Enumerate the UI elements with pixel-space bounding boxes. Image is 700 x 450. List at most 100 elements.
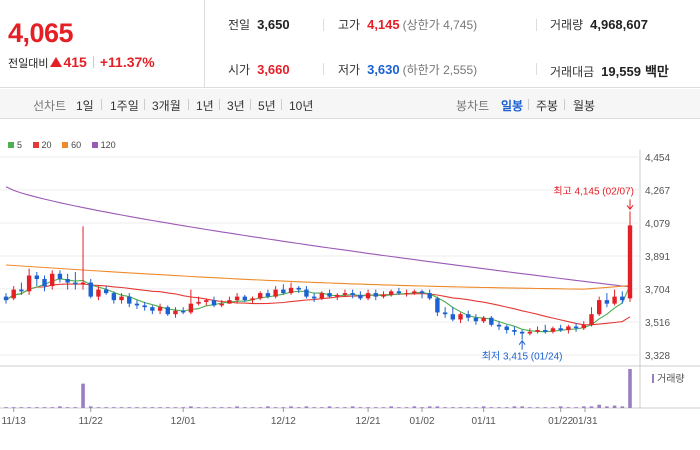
current-price: 4,065 <box>8 18 74 48</box>
candle-body <box>604 300 610 304</box>
volume-bar <box>397 407 401 408</box>
candle-body <box>466 314 471 318</box>
candle-body <box>358 294 363 299</box>
volume-bar <box>58 406 62 408</box>
y-tick-label: 3,704 <box>645 285 670 296</box>
candle-body <box>119 296 124 301</box>
volume-bar <box>597 404 601 408</box>
volume-label: 거래량 <box>657 373 685 385</box>
candle-body <box>73 282 78 285</box>
candle-body <box>150 307 155 311</box>
candle-body <box>180 310 186 313</box>
candle-body <box>234 296 240 301</box>
current-price-box: 4,065 전일대비 415 +11.37% <box>0 0 205 88</box>
period-3y[interactable]: 3년 <box>227 99 245 113</box>
high-value: 4,145 <box>367 17 400 32</box>
candle-body <box>134 303 140 306</box>
candle-body <box>211 300 217 306</box>
candle-body <box>581 324 586 329</box>
candle-body <box>350 293 355 295</box>
candle-body <box>596 300 602 315</box>
change-percent: +11.37% <box>99 54 155 70</box>
moving-average-lines <box>5 186 631 333</box>
volume-bar <box>204 407 209 408</box>
candle-weekly[interactable]: 주봉 <box>536 99 559 113</box>
candle-body <box>427 293 432 299</box>
volume-bar <box>343 407 347 408</box>
volume-bar <box>127 407 132 408</box>
volume-bar <box>189 406 193 408</box>
volume: 거래량 4,968,607 <box>550 16 648 33</box>
volume-bar <box>589 406 594 408</box>
legend-ma120: 120 <box>91 140 116 150</box>
period-1d[interactable]: 1일 <box>76 99 94 113</box>
legend-ma20: 20 <box>32 140 52 150</box>
candle-body <box>57 273 63 280</box>
x-tick-label: 12/12 <box>271 416 296 427</box>
candle-body <box>412 291 417 294</box>
volume-bar <box>135 407 139 408</box>
candle-body <box>50 273 55 287</box>
amount-value: 19,559 <box>601 64 641 79</box>
candle-body <box>620 296 625 301</box>
ma60-line <box>5 264 631 290</box>
period-3m[interactable]: 3개월 <box>152 99 181 113</box>
candle-body <box>34 275 40 280</box>
volume-bar <box>420 407 424 408</box>
volume-bar <box>181 407 185 408</box>
period-10y[interactable]: 10년 <box>289 99 314 113</box>
up-arrow-icon <box>50 57 63 67</box>
volume-bar <box>489 407 494 408</box>
amount-unit: 백만 <box>644 64 669 79</box>
volume-bar <box>535 407 540 408</box>
candle-chart-label: 봉차트 <box>456 99 490 113</box>
volume-bar <box>281 407 286 408</box>
volume-bar <box>119 407 124 408</box>
period-5y[interactable]: 5년 <box>258 99 276 113</box>
volume-bar <box>381 407 386 408</box>
candle-daily[interactable]: 일봉 <box>501 99 524 113</box>
x-tick-label: 01/02 <box>409 416 434 427</box>
volume-bar <box>543 407 548 408</box>
volume-bar <box>412 406 417 408</box>
candle-body <box>258 293 263 299</box>
x-tick-label: 01/22 <box>548 416 573 427</box>
candle-body <box>127 296 132 304</box>
low-label: 저가 <box>338 63 361 77</box>
candle-monthly[interactable]: 월봉 <box>573 99 596 113</box>
y-tick-label: 3,891 <box>645 252 670 263</box>
volume-bar <box>142 407 147 408</box>
volume-bar <box>42 407 47 408</box>
candle-body <box>304 289 309 297</box>
period-1w[interactable]: 1주일 <box>110 99 139 113</box>
period-1y[interactable]: 1년 <box>196 99 214 113</box>
volume-bar <box>581 406 586 408</box>
quote-header: 4,065 전일대비 415 +11.37% 전일 3,650 고가 4,145 (상한가… <box>0 0 700 88</box>
candle-body <box>419 291 425 294</box>
candle-body <box>473 317 479 322</box>
open-value: 3,660 <box>257 62 290 77</box>
volume-bar <box>612 405 617 408</box>
volume-bar <box>558 406 563 408</box>
candle-body <box>335 294 340 297</box>
candle-body <box>196 301 201 304</box>
volume-bar <box>227 407 232 408</box>
candle-body <box>627 225 633 299</box>
moving-average-legend: 5 20 60 120 <box>8 140 124 150</box>
candle-body <box>288 287 294 294</box>
candle-body <box>26 275 32 292</box>
candle-body <box>188 303 194 313</box>
axes: 4,454 4,267 4,079 3,891 3,704 3,516 3,328 최고 4,… <box>2 153 685 427</box>
upper-limit: (상한가 4,745) <box>402 18 478 32</box>
candle-body <box>219 303 224 306</box>
ma120-line <box>5 186 631 288</box>
candle-body <box>296 287 301 290</box>
volume-bar <box>65 407 70 408</box>
candle-body <box>3 296 9 301</box>
candle-body <box>396 291 402 294</box>
y-tick-label: 3,328 <box>645 351 670 362</box>
candle-body <box>543 330 548 332</box>
volume-bar <box>350 406 355 408</box>
amount-label: 거래대금 <box>550 65 595 79</box>
y-tick-label: 4,267 <box>645 186 670 197</box>
